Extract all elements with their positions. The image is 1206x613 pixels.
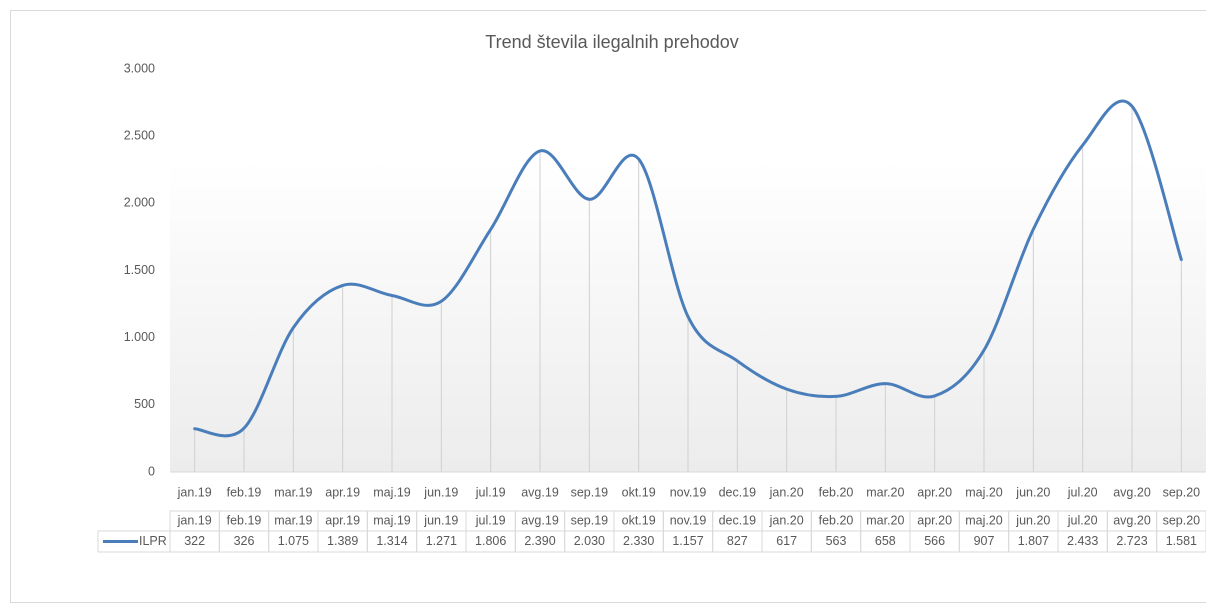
x-tick-label: jul.20 [1067,485,1098,499]
x-tick-label: okt.19 [622,485,656,499]
table-header: jan.20 [769,513,804,527]
table-value: 1.157 [672,534,703,548]
y-tick-label: 1.000 [124,330,155,344]
x-tick-label: mar.20 [866,485,904,499]
table-header: sep.20 [1163,513,1201,527]
y-tick-label: 500 [134,397,155,411]
x-tick-label: feb.19 [227,485,262,499]
table-header: sep.19 [571,513,609,527]
table-header: apr.19 [325,513,360,527]
x-tick-label: sep.20 [1163,485,1201,499]
x-tick-label: jun.20 [1015,485,1050,499]
y-tick-label: 1.500 [124,263,155,277]
x-tick-label: mar.19 [274,485,312,499]
x-tick-label: jul.19 [475,485,506,499]
x-tick-label: jan.20 [769,485,804,499]
y-tick-label: 0 [148,464,155,478]
x-tick-label: avg.19 [521,485,559,499]
table-header: apr.20 [917,513,952,527]
table-header: jan.19 [177,513,212,527]
table-value: 617 [776,534,797,548]
table-value: 907 [974,534,995,548]
table-header: maj.19 [373,513,411,527]
table-header: maj.20 [965,513,1003,527]
y-tick-label: 2.000 [124,196,155,210]
legend-label: ILPR [139,534,167,548]
table-value: 1.807 [1018,534,1049,548]
x-tick-label: apr.19 [325,485,360,499]
table-value: 326 [234,534,255,548]
table-value: 563 [826,534,847,548]
x-tick-label: dec.19 [719,485,757,499]
x-tick-label: jun.19 [423,485,458,499]
table-header: jul.20 [1067,513,1098,527]
table-header: feb.19 [227,513,262,527]
table-value: 1.389 [327,534,358,548]
table-value: 566 [924,534,945,548]
table-value: 658 [875,534,896,548]
table-value: 322 [184,534,205,548]
x-tick-label: apr.20 [917,485,952,499]
table-header: jun.19 [423,513,458,527]
table-header: feb.20 [819,513,854,527]
series-line [193,99,1183,438]
table-value: 2.390 [524,534,555,548]
table-value: 1.806 [475,534,506,548]
table-header: jun.20 [1015,513,1050,527]
table-value: 1.314 [376,534,407,548]
table-value: 2.433 [1067,534,1098,548]
y-tick-label: 2.500 [124,128,155,142]
x-tick-label: jan.19 [177,485,212,499]
table-value: 2.723 [1116,534,1147,548]
table-value: 2.030 [574,534,605,548]
y-tick-label: 3.000 [124,61,155,75]
table-header: okt.19 [622,513,656,527]
x-tick-label: maj.20 [965,485,1003,499]
table-value: 1.271 [426,534,457,548]
table-header: mar.19 [274,513,312,527]
table-header: avg.19 [521,513,559,527]
table-value: 2.330 [623,534,654,548]
table-header: mar.20 [866,513,904,527]
table-header: dec.19 [719,513,757,527]
table-value: 1.075 [278,534,309,548]
table-header: avg.20 [1113,513,1151,527]
x-tick-label: avg.20 [1113,485,1151,499]
table-header: jul.19 [475,513,506,527]
table-value: 827 [727,534,748,548]
table-header: nov.19 [670,513,707,527]
x-tick-label: feb.20 [819,485,854,499]
x-tick-label: maj.19 [373,485,411,499]
x-tick-label: sep.19 [571,485,609,499]
table-value: 1.581 [1166,534,1197,548]
x-tick-label: nov.19 [670,485,707,499]
chart-title: Trend števila ilegalnih prehodov [485,32,739,52]
